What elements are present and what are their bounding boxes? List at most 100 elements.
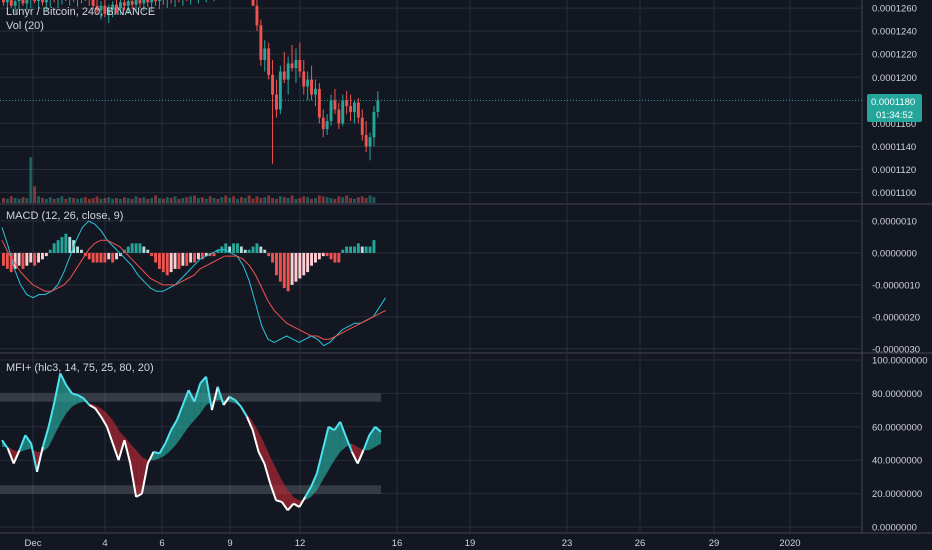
price-tick-label: 0.0001140 [872, 142, 916, 153]
macd-histogram-bar [44, 252, 48, 257]
candle-body [368, 137, 372, 147]
macd-histogram-bar [52, 243, 56, 253]
volume-bar [161, 198, 165, 203]
macd-histogram-bar [216, 249, 220, 253]
candle-body [376, 100, 380, 112]
mfi-line-segment [356, 449, 365, 464]
macd-histogram-bar [76, 246, 79, 253]
mfi-line-segment [286, 502, 295, 511]
volume-bar [169, 198, 173, 203]
mfi-fill-segment [136, 450, 142, 497]
volume-bar [360, 196, 364, 203]
volume-bar [146, 198, 150, 203]
mfi-pane[interactable] [0, 372, 382, 511]
price-tick-label: 0.0001160 [872, 119, 916, 130]
macd-histogram-bar [177, 252, 181, 269]
volume-bar [150, 198, 154, 203]
mfi-fill-segment [328, 426, 335, 471]
mfi-line-segment [245, 416, 254, 431]
volume-bar [329, 198, 333, 203]
volume-bar [103, 198, 107, 203]
macd-histogram-bar [247, 249, 251, 253]
macd-histogram-bar [181, 252, 185, 266]
mfi-line-segment [298, 496, 307, 508]
macd-tick-label: 0.0000010 [872, 216, 917, 227]
mfi-line-segment [82, 397, 91, 406]
volume-bar [72, 198, 76, 203]
macd-histogram-bar [68, 236, 72, 253]
candle-body [37, 0, 40, 2]
time-tick-label: 6 [159, 538, 164, 549]
mfi-line-segment [65, 384, 73, 394]
mfi-tick-label: 100.0000000 [872, 356, 927, 367]
macd-tick-label: -0.0000030 [872, 344, 920, 355]
volume-bar [142, 197, 146, 203]
candle-body [282, 71, 286, 80]
macd-histogram-bar [278, 252, 282, 282]
mfi-line-segment [368, 426, 376, 436]
volume-bar [294, 198, 298, 203]
mfi-line-segment [36, 446, 44, 473]
macd-histogram-bar [37, 252, 40, 263]
price-tick-label: 0.0001260 [872, 4, 917, 15]
mfi-fill-segment [264, 443, 271, 484]
macd-histogram-bar [146, 249, 150, 253]
time-tick-label: 9 [227, 538, 232, 549]
mfi-line-segment [315, 449, 324, 474]
mfi-line-segment [117, 439, 126, 461]
macd-histogram-bar [310, 252, 313, 266]
volume-bar [298, 198, 302, 203]
volume-bar [282, 197, 286, 203]
volume-bar [5, 198, 9, 203]
volume-bar [115, 198, 118, 203]
mfi-line-segment [362, 434, 371, 451]
macd-histogram-bar [228, 246, 232, 253]
volume-bar [2, 198, 5, 203]
mfi-line-segment [263, 463, 272, 484]
macd-pane[interactable] [1, 220, 387, 347]
mfi-fill-segment [316, 450, 323, 491]
candle-body [360, 117, 364, 135]
volume-bar [216, 198, 220, 203]
macd-histogram-bar [200, 252, 204, 260]
mfi-line-segment [205, 376, 213, 411]
candle-body [333, 100, 337, 110]
price-pane[interactable] [0, 0, 862, 203]
candle-body [286, 63, 290, 80]
mfi-line-segment [345, 436, 353, 453]
volume-bar [126, 198, 130, 203]
volume-bar [200, 197, 204, 203]
time-tick-label: 4 [102, 538, 107, 549]
time-tick-label: 19 [465, 538, 476, 549]
candle-body [267, 48, 271, 75]
candle-body [317, 88, 321, 118]
mfi-line-segment [310, 473, 318, 488]
candle-body [17, 0, 21, 2]
macd-histogram-bar [290, 252, 294, 285]
volume-bar [130, 198, 134, 203]
macd-histogram-bar [161, 252, 165, 273]
time-axis[interactable]: Dec 4 6 9 12 16 19 23 26 29 2020 [25, 538, 801, 549]
mfi-fill-segment [334, 421, 341, 461]
mfi-fill-segment [71, 393, 78, 407]
volume-bar [372, 197, 376, 203]
mfi-line-segment [293, 502, 300, 508]
candle-body [325, 121, 329, 130]
mfi-fill-segment [112, 420, 119, 461]
volume-bar [99, 198, 103, 203]
macd-histogram-bar [317, 252, 321, 260]
macd-histogram-bar [255, 243, 259, 253]
candle-body [2, 0, 5, 3]
macd-histogram-bar [356, 243, 360, 253]
macd-histogram-bar [197, 252, 200, 260]
volume-bar [111, 198, 115, 203]
macd-histogram-bar [353, 246, 356, 253]
macd-histogram-bar [224, 243, 228, 253]
candle-body [13, 1, 17, 6]
price-axis[interactable]: 0.0001100 0.0001120 0.0001140 0.0001160 0.00… [872, 4, 927, 534]
macd-histogram-bar [271, 252, 274, 263]
volume-bar [349, 198, 352, 203]
candle-body [107, 9, 111, 14]
mfi-fill-segment [200, 376, 207, 414]
